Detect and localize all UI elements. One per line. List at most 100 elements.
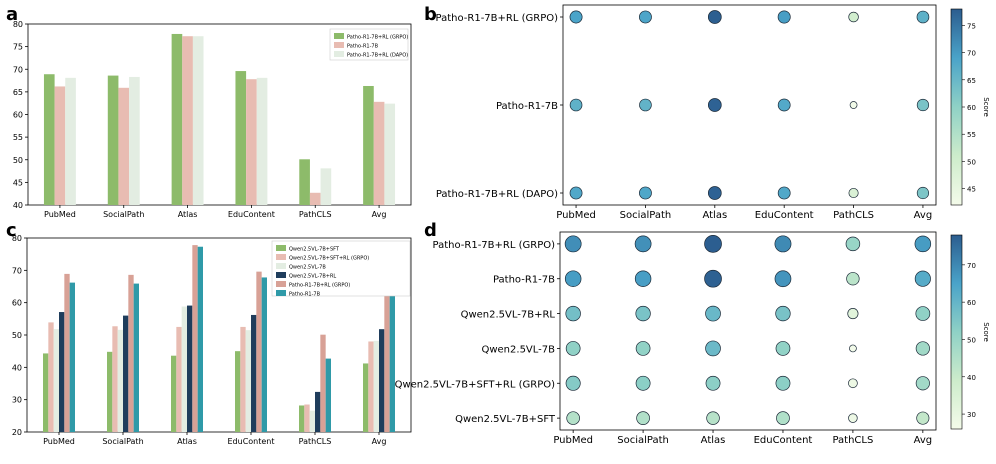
y-tick-label: Patho-R1-7B+RL (GRPO) <box>433 240 556 251</box>
x-tick-label: EduContent <box>228 210 275 219</box>
legend-label: Patho-R1-7B+RL (DAPO) <box>347 53 408 59</box>
bar <box>64 273 70 432</box>
colorbar-tick-label: 55 <box>967 131 976 139</box>
colorbar-tick-label: 50 <box>967 158 976 166</box>
panel-label-b: b <box>424 4 437 25</box>
bar <box>379 329 385 432</box>
bubble <box>846 272 860 286</box>
bubble <box>849 344 857 353</box>
plot-frame <box>559 231 937 431</box>
x-tick-label: EduContent <box>754 435 813 446</box>
colorbar-tick-label: 70 <box>967 262 976 270</box>
bubble <box>774 270 792 288</box>
colorbar-title: Score <box>982 97 990 117</box>
legend-swatch <box>276 281 286 287</box>
bar <box>171 355 177 432</box>
legend-swatch <box>276 272 286 278</box>
panel-label-c: c <box>6 220 17 241</box>
legend-swatch <box>276 290 286 296</box>
colorbar <box>950 8 963 206</box>
bubble <box>636 411 650 425</box>
y-tick-label: Qwen2.5VL-7B+SFT+RL (GRPO) <box>395 379 555 390</box>
x-tick-label: SocialPath <box>620 210 672 221</box>
bar <box>325 358 331 432</box>
y-tick-label: Patho-R1-7B+RL (DAPO) <box>436 189 558 200</box>
bubble <box>569 10 583 24</box>
x-tick-label: PubMed <box>556 210 596 221</box>
legend-swatch <box>334 42 344 48</box>
bubble <box>635 305 651 322</box>
bar <box>315 391 321 432</box>
legend-swatch <box>276 254 286 260</box>
bar <box>309 192 321 205</box>
colorbar-tick-label: 60 <box>967 104 976 112</box>
bar <box>133 283 139 432</box>
bubble <box>566 411 580 425</box>
bar <box>53 329 59 432</box>
bubble <box>777 10 791 24</box>
legend-swatch <box>276 263 286 269</box>
bubble <box>847 308 859 320</box>
bar <box>389 293 395 432</box>
bar <box>181 306 187 432</box>
bar <box>187 305 193 432</box>
panel-label-d: d <box>424 220 437 241</box>
legend-label: Patho-R1-7B+RL (GRPO) <box>289 283 350 289</box>
panel-b-bubble-chart: PubMed SocialPath Atlas EduContent PathCLS Av… <box>436 4 990 221</box>
bar <box>176 326 182 432</box>
colorbar-tick-label: 60 <box>967 299 976 307</box>
bar <box>240 326 246 432</box>
panel-d-bubble-chart: PubMed SocialPath Atlas EduContent PathCLS Av… <box>395 231 990 446</box>
y-tick-label: 30 <box>12 396 22 405</box>
bubble <box>916 10 930 24</box>
panel-a-bar-chart: 40 45 50 55 60 65 70 75 80 PubMed SocialPath Atlas E… <box>13 20 412 219</box>
legend-label: Patho-R1-7B <box>347 44 379 50</box>
bubble <box>777 186 791 200</box>
bubble <box>777 98 791 112</box>
bubble <box>775 305 791 322</box>
bubble <box>639 98 652 112</box>
y-tick-label: Patho-R1-7B <box>496 101 558 112</box>
y-tick-label: 80 <box>12 234 22 243</box>
panel-c-bar-chart: 20 30 40 50 60 70 80 PubMed SocialPath Atlas EduCo… <box>12 234 412 446</box>
bar <box>251 314 257 432</box>
y-tick-label: Patho-R1-7B <box>493 275 555 286</box>
bubble <box>639 10 652 24</box>
bar <box>261 277 267 432</box>
bubble <box>914 270 931 287</box>
bar <box>245 330 251 432</box>
colorbar-tick-label: 45 <box>967 186 976 194</box>
y-tick-label: Qwen2.5VL-7B+SFT <box>455 414 556 425</box>
bubble <box>569 98 583 112</box>
bubble <box>774 235 792 253</box>
colorbar-tick-label: 50 <box>967 336 976 344</box>
bar <box>123 315 129 432</box>
bar <box>69 282 75 432</box>
x-tick-label: PubMed <box>553 435 593 446</box>
bar <box>118 87 130 205</box>
y-tick-label: 50 <box>12 331 22 340</box>
bubble <box>707 186 722 200</box>
bubble <box>565 341 581 356</box>
bubble <box>639 186 652 200</box>
bar <box>107 351 113 432</box>
x-tick-label: PathCLS <box>832 435 873 446</box>
bubble <box>705 375 721 391</box>
x-tick-label: PathCLS <box>299 210 332 219</box>
bar <box>65 77 76 205</box>
x-tick-label: PathCLS <box>299 437 332 446</box>
bar <box>373 101 385 205</box>
y-tick-label: 55 <box>13 133 23 142</box>
x-tick-label: EduContent <box>755 210 814 221</box>
colorbar-tick-label: 75 <box>967 22 976 30</box>
bar <box>256 77 268 205</box>
y-tick-label: 70 <box>13 65 23 74</box>
bubble <box>848 413 858 423</box>
bubble <box>776 411 790 425</box>
bar <box>235 71 247 205</box>
legend-label: Qwen2.5VL-7B+RL <box>289 274 336 280</box>
x-tick-label: Atlas <box>702 210 727 221</box>
y-tick-label: Qwen2.5VL-7B+RL <box>461 310 556 321</box>
colorbar-title: Score <box>982 322 990 342</box>
bubble <box>915 376 930 391</box>
